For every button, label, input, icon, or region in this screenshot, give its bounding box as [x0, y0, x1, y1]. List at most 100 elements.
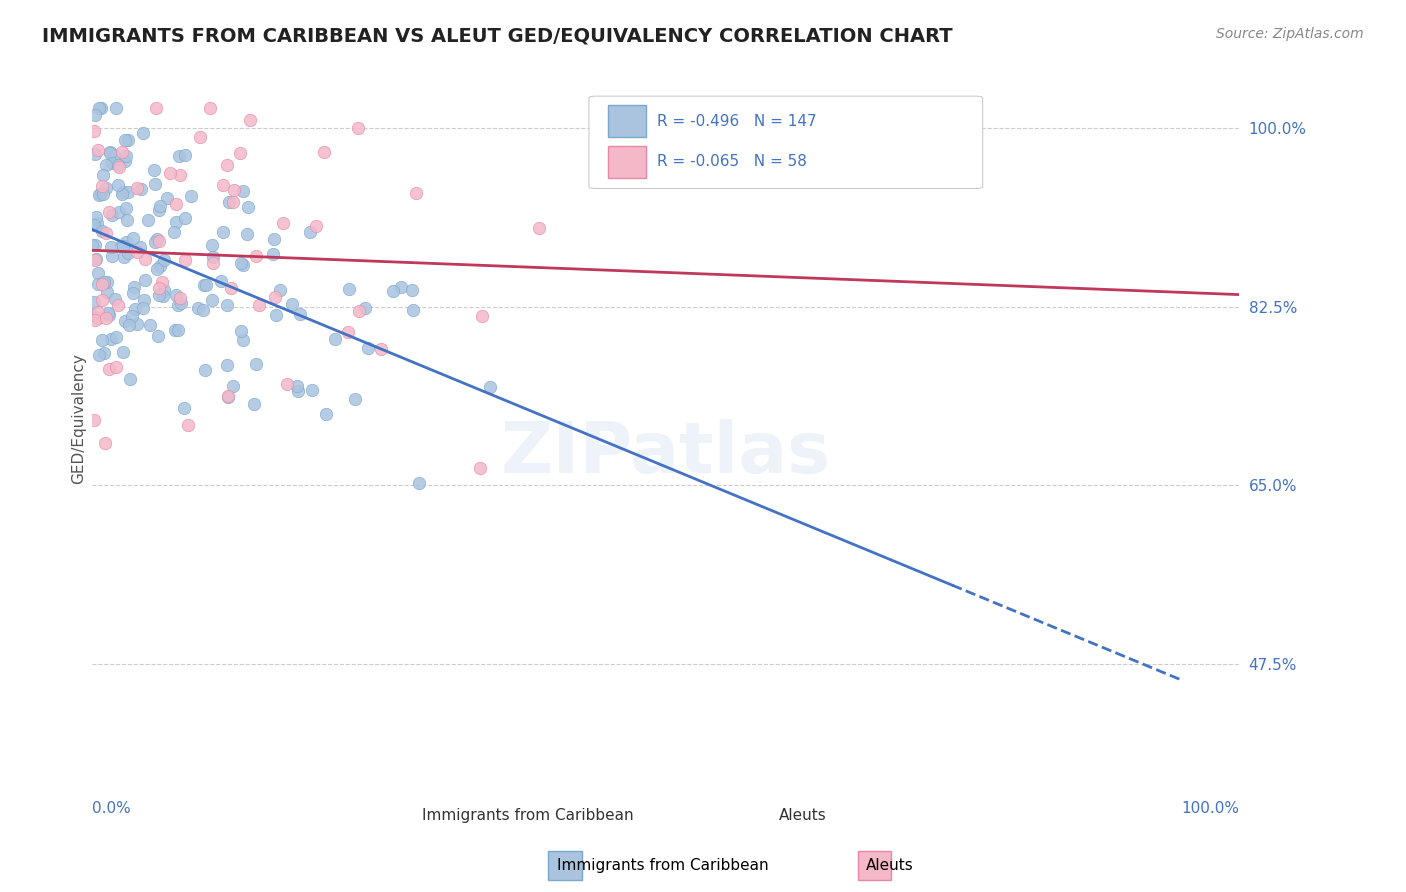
Point [229, 256, 252, 270]
Point [122, 231, 145, 245]
Point [165, 215, 187, 229]
Point [408, 475, 430, 490]
Text: 0.0%: 0.0% [91, 801, 131, 816]
Point [146, 262, 169, 277]
Point [100, 333, 122, 347]
Point [114, 314, 136, 328]
Point [347, 120, 370, 135]
Point [357, 342, 380, 356]
Point [115, 212, 138, 227]
Point [122, 280, 145, 294]
Point [124, 301, 146, 316]
Text: ZIPatlas: ZIPatlas [501, 418, 831, 488]
Point [143, 177, 166, 191]
Point [222, 183, 245, 197]
Point [201, 293, 224, 307]
Point [232, 184, 254, 198]
Point [94, 157, 117, 171]
Point [343, 392, 366, 406]
Point [87, 277, 110, 292]
Point [93, 346, 115, 360]
Point [194, 363, 217, 377]
Point [115, 235, 138, 250]
Point [132, 293, 155, 308]
Point [110, 239, 132, 253]
Point [112, 238, 135, 252]
Text: Immigrants from Caribbean: Immigrants from Caribbean [422, 808, 634, 823]
Point [212, 178, 235, 192]
Point [173, 211, 195, 225]
Point [166, 298, 188, 312]
Point [132, 301, 155, 315]
Point [263, 232, 285, 246]
Point [101, 249, 124, 263]
Point [131, 182, 153, 196]
Point [117, 133, 139, 147]
Point [94, 181, 117, 195]
Point [370, 342, 392, 356]
Point [104, 292, 127, 306]
Point [146, 328, 169, 343]
Point [245, 357, 267, 371]
Point [215, 358, 238, 372]
Point [299, 225, 322, 239]
Point [170, 296, 193, 310]
Point [96, 285, 118, 300]
Point [107, 160, 129, 174]
Point [247, 298, 270, 312]
Point [118, 372, 141, 386]
Point [115, 149, 138, 163]
Point [107, 298, 129, 312]
Point [112, 250, 135, 264]
Point [180, 189, 202, 203]
Point [84, 210, 107, 224]
Point [269, 284, 291, 298]
Point [301, 383, 323, 397]
Point [187, 301, 209, 316]
Point [129, 240, 152, 254]
Point [232, 334, 254, 348]
Point [84, 253, 107, 268]
Point [177, 418, 200, 433]
Point [167, 323, 190, 337]
Point [169, 168, 191, 182]
Point [115, 201, 138, 215]
Point [337, 282, 360, 296]
Point [152, 283, 174, 297]
Point [201, 250, 224, 264]
Point [98, 204, 121, 219]
Point [193, 302, 215, 317]
Point [118, 318, 141, 333]
Point [87, 310, 110, 325]
Text: Source: ZipAtlas.com: Source: ZipAtlas.com [1216, 27, 1364, 41]
Point [127, 244, 149, 259]
Point [478, 380, 501, 394]
Point [231, 324, 253, 338]
Point [173, 401, 195, 415]
Point [87, 266, 110, 280]
Point [87, 305, 110, 319]
Point [94, 436, 117, 450]
Point [82, 308, 104, 322]
Point [305, 219, 328, 233]
Point [153, 253, 176, 268]
Point [195, 277, 218, 292]
Point [97, 308, 120, 322]
Point [146, 231, 169, 245]
Point [100, 146, 122, 161]
Text: Aleuts: Aleuts [779, 808, 827, 823]
Point [103, 148, 125, 162]
Bar [548, 851, 582, 880]
Point [101, 208, 124, 222]
Point [127, 180, 149, 194]
Point [90, 293, 112, 307]
Point [117, 245, 139, 260]
Point [242, 397, 264, 411]
Text: Immigrants from Caribbean: Immigrants from Caribbean [557, 858, 769, 872]
Text: IMMIGRANTS FROM CARIBBEAN VS ALEUT GED/EQUIVALENCY CORRELATION CHART: IMMIGRANTS FROM CARIBBEAN VS ALEUT GED/E… [42, 27, 953, 45]
Point [136, 213, 159, 227]
Point [217, 298, 239, 312]
Point [112, 185, 135, 199]
Point [90, 178, 112, 193]
Point [174, 252, 197, 267]
